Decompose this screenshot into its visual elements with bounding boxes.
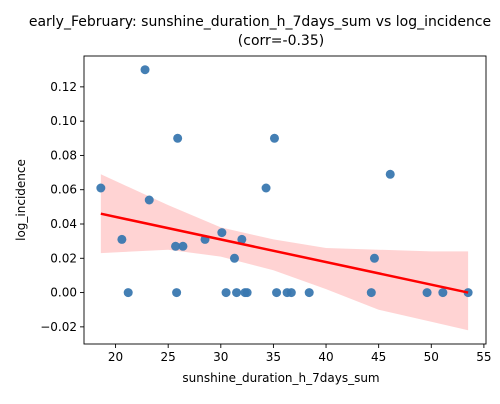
y-tick-label: 0.02	[50, 251, 77, 265]
y-tick-label: −0.02	[40, 320, 77, 334]
data-point	[242, 288, 252, 298]
data-point	[140, 65, 150, 75]
data-point	[369, 253, 379, 263]
x-tick-label: 55	[476, 350, 491, 364]
x-axis-label: sunshine_duration_h_7days_sum	[182, 371, 379, 385]
regression-line-layer	[100, 212, 469, 294]
y-tick-label: 0.08	[50, 148, 77, 162]
data-point	[366, 288, 376, 298]
x-tick-label: 35	[266, 350, 281, 364]
y-tick-label: 0.12	[50, 80, 77, 94]
data-point	[272, 288, 282, 298]
data-points-layer	[96, 65, 473, 298]
y-tick-label: 0.04	[50, 217, 77, 231]
y-tick-label: 0.00	[50, 286, 77, 300]
data-point	[144, 195, 154, 205]
axes-layer	[83, 55, 487, 345]
data-point	[422, 288, 432, 298]
chart-title-line2: (corr=-0.35)	[238, 33, 324, 49]
x-tick-label: 20	[108, 350, 123, 364]
data-point	[261, 183, 271, 193]
data-point	[286, 288, 296, 298]
plot-frame	[83, 55, 487, 345]
data-point	[237, 234, 247, 244]
data-point	[171, 241, 181, 251]
data-point	[304, 288, 314, 298]
data-point	[438, 288, 448, 298]
y-axis-label: log_incidence	[14, 159, 28, 241]
ticks-layer: 20 25 30 35 40 45 50 55 −0.02 0.00 0.02 0.04 0.06 0.0…	[40, 80, 491, 364]
x-tick-label: 50	[424, 350, 439, 364]
data-point	[172, 288, 182, 298]
data-point	[178, 241, 188, 251]
x-tick-label: 45	[371, 350, 386, 364]
x-tick-label: 40	[318, 350, 333, 364]
data-point	[385, 169, 395, 179]
data-point	[217, 228, 227, 238]
data-point	[117, 234, 127, 244]
x-tick-label: 25	[161, 350, 176, 364]
data-point	[232, 288, 242, 298]
data-point	[269, 133, 279, 143]
y-tick-label: 0.10	[50, 114, 77, 128]
data-point	[221, 288, 231, 298]
chart-title-line1: early_February: sunshine_duration_h_7day…	[29, 14, 491, 30]
data-point	[173, 133, 183, 143]
regression-line	[100, 212, 469, 294]
data-point	[123, 288, 133, 298]
data-point	[96, 183, 106, 193]
x-tick-label: 30	[213, 350, 228, 364]
data-point	[229, 253, 239, 263]
y-tick-label: 0.06	[50, 183, 77, 197]
